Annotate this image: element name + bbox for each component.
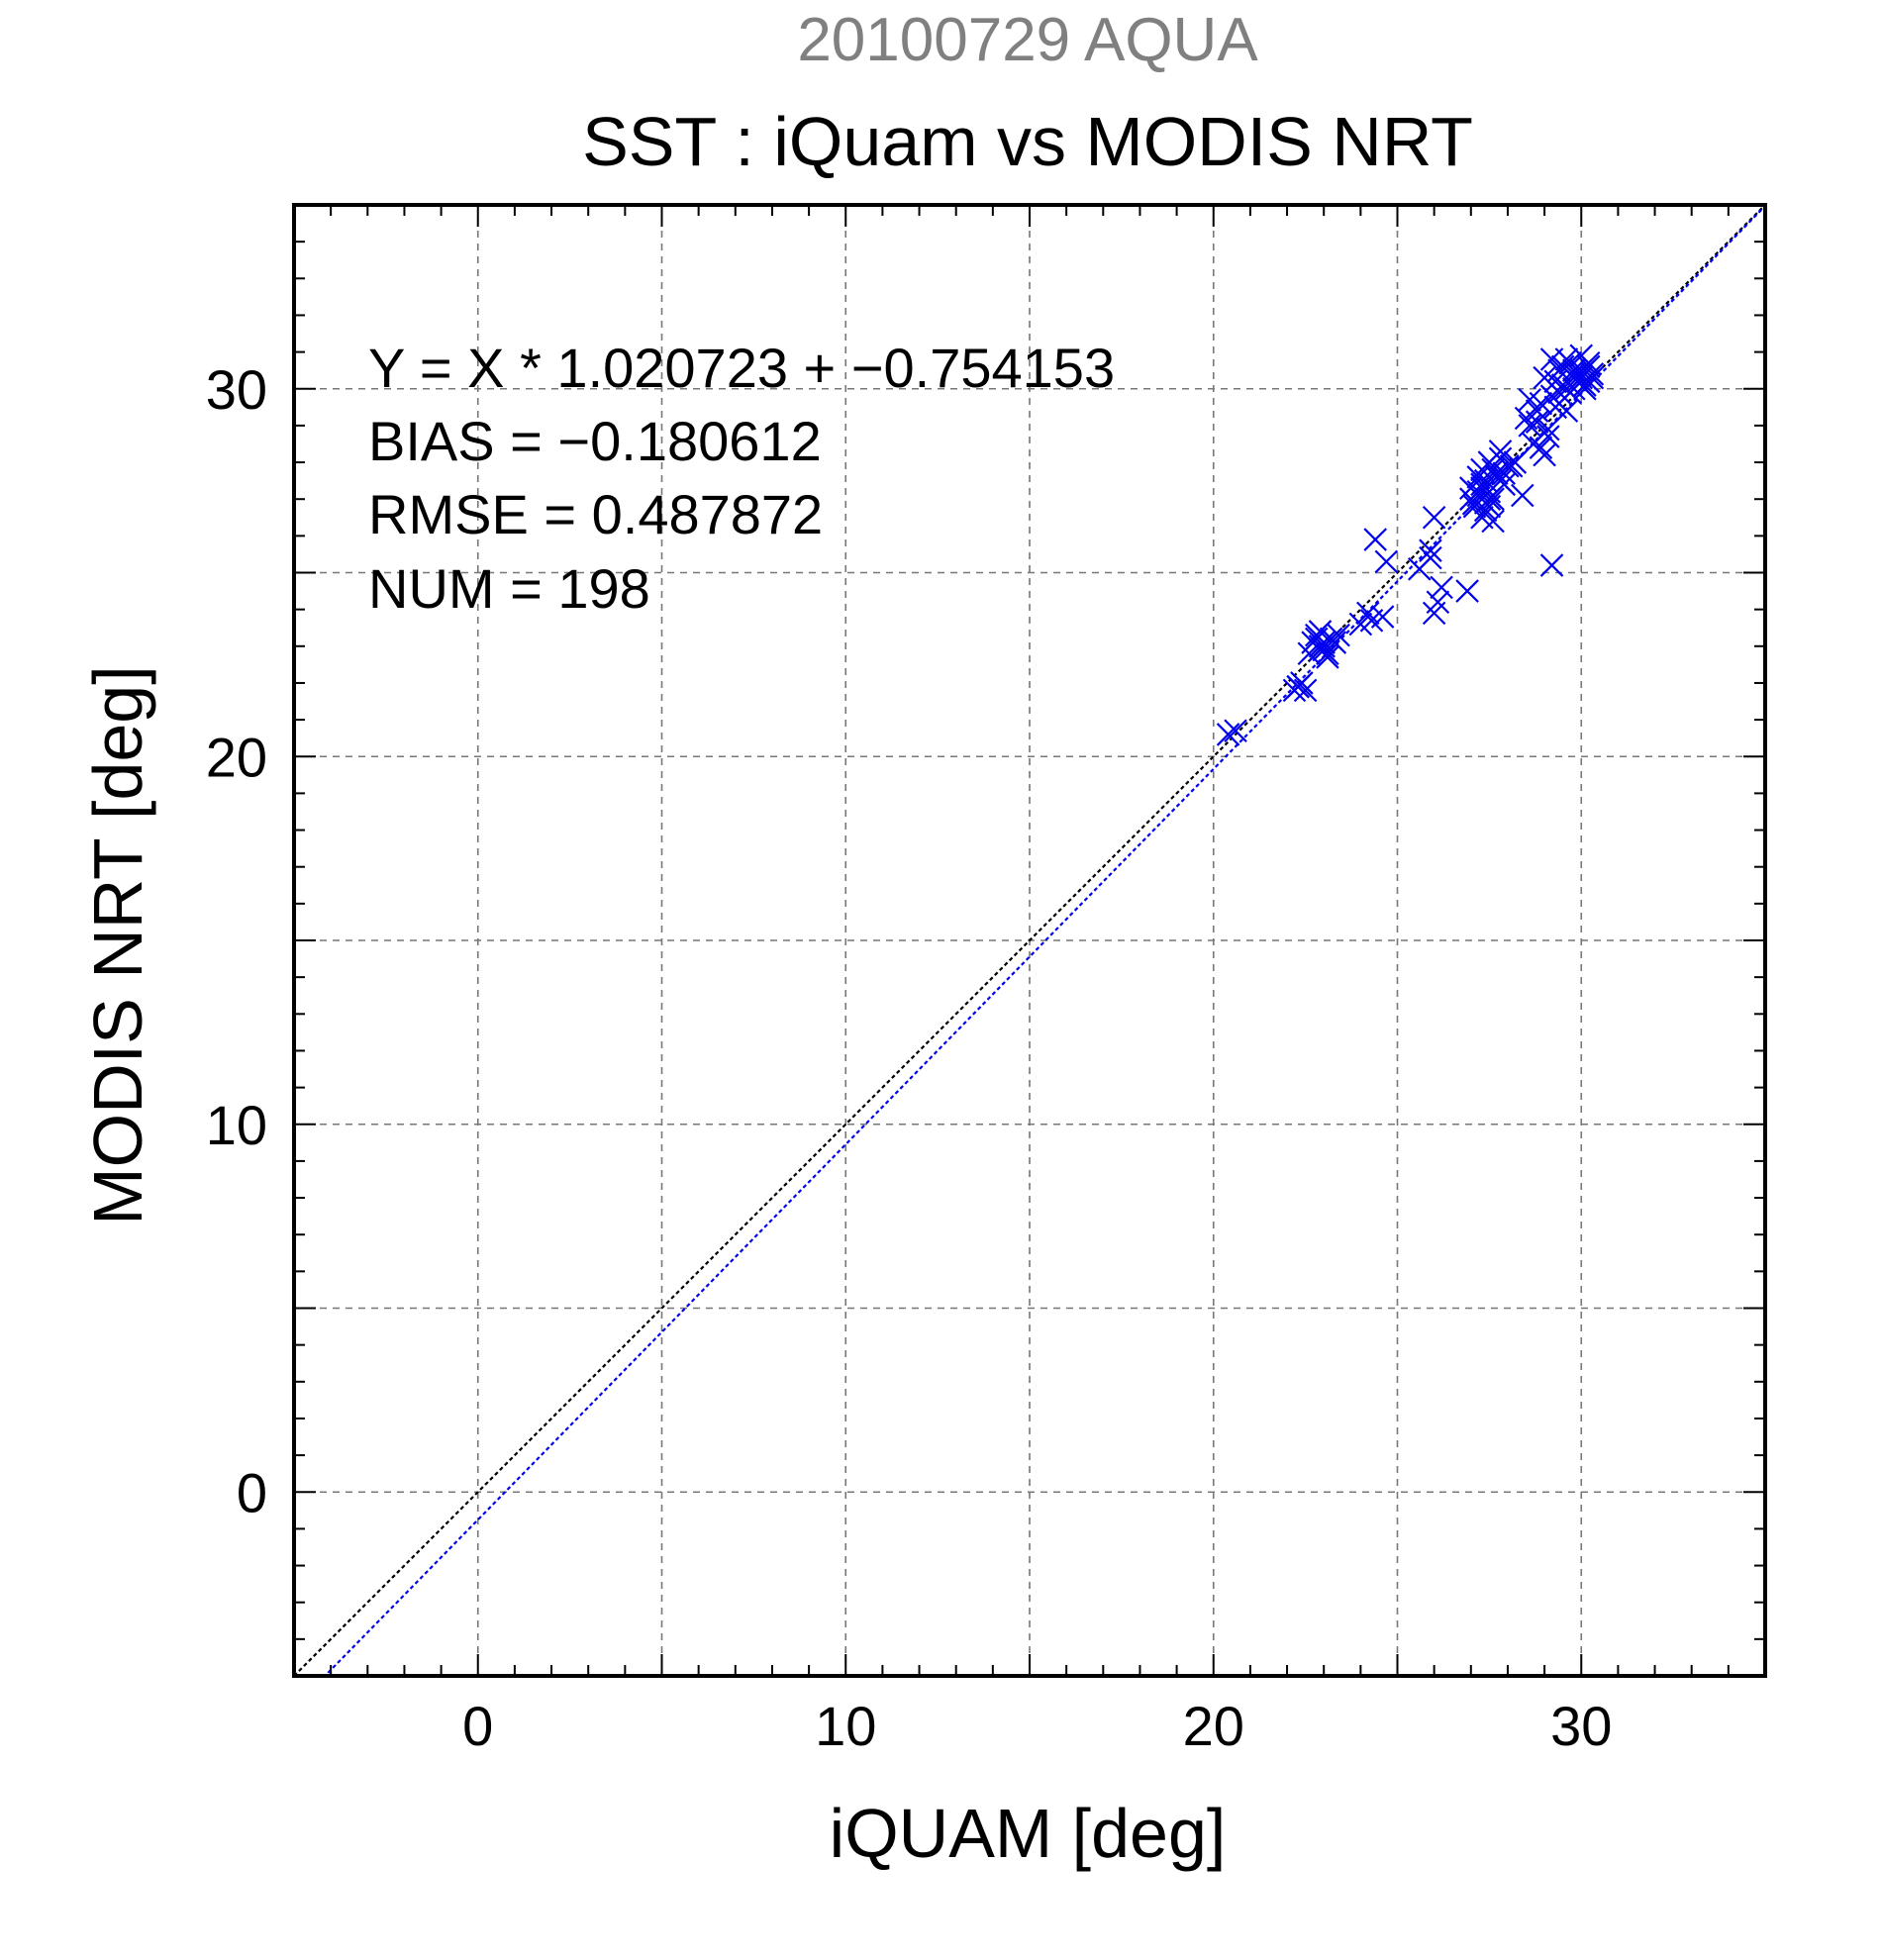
data-point	[1529, 436, 1553, 459]
data-point	[1293, 678, 1318, 703]
y-tick-label: 10	[206, 1094, 267, 1156]
data-point	[1363, 528, 1387, 551]
data-point	[1304, 627, 1329, 651]
data-point	[1539, 553, 1564, 577]
x-tick-label: 10	[815, 1695, 876, 1757]
y-tick-label: 0	[237, 1461, 267, 1523]
data-point	[1470, 505, 1494, 530]
data-point	[1485, 461, 1509, 485]
data-point	[1323, 631, 1347, 654]
data-point	[1511, 483, 1534, 508]
annotation-bias: BIAS = −0.180612	[368, 410, 822, 472]
data-point	[1466, 479, 1491, 504]
data-point	[1419, 539, 1442, 562]
data-points	[1216, 343, 1605, 746]
stats-annotations: Y = X * 1.020723 + −0.754153 BIAS = −0.1…	[368, 337, 1115, 620]
data-point	[1492, 472, 1517, 497]
data-point	[1569, 358, 1594, 382]
data-point	[1430, 575, 1453, 600]
y-axis-label: MODIS NRT [deg]	[79, 665, 156, 1225]
data-point	[1554, 376, 1579, 401]
data-point	[1422, 505, 1446, 530]
y-tick-label: 30	[206, 358, 267, 421]
annotation-regression: Y = X * 1.020723 + −0.754153	[368, 337, 1115, 399]
data-point	[1503, 450, 1528, 474]
data-point	[1533, 442, 1556, 467]
data-point	[1518, 414, 1542, 438]
chart-supertitle: 20100729 AQUA	[797, 6, 1258, 74]
data-point	[1576, 369, 1601, 394]
data-point	[1536, 425, 1560, 448]
data-point	[1562, 362, 1586, 386]
x-tick-label: 30	[1550, 1695, 1612, 1757]
data-point	[1356, 601, 1380, 626]
data-point	[1481, 487, 1505, 511]
data-point	[1286, 674, 1310, 699]
data-point	[1573, 376, 1597, 401]
data-point	[1216, 723, 1240, 746]
data-point	[1312, 637, 1336, 662]
data-point	[1539, 347, 1564, 371]
annotation-rmse: RMSE = 0.487872	[368, 483, 823, 545]
data-point	[1473, 491, 1498, 515]
x-axis-label: iQUAM [deg]	[830, 1795, 1227, 1872]
annotation-num: NUM = 198	[368, 557, 650, 620]
identity-line	[294, 205, 1765, 1676]
data-point	[1224, 719, 1247, 743]
data-point	[1518, 388, 1542, 412]
chart-title: SST : iQuam vs MODIS NRT	[582, 103, 1473, 180]
axis-ticks: 0 10 20 30 0 10 20 30	[206, 204, 1766, 1757]
data-point	[1316, 645, 1339, 669]
x-tick-label: 20	[1183, 1695, 1244, 1757]
data-point	[1419, 545, 1442, 570]
data-point	[1455, 579, 1479, 603]
data-point	[1547, 391, 1571, 416]
data-point	[1359, 609, 1384, 633]
reference-lines	[294, 205, 1765, 1676]
data-point	[1525, 410, 1549, 434]
x-tick-label: 0	[462, 1695, 493, 1757]
data-point	[1422, 601, 1446, 626]
data-point	[1536, 417, 1560, 441]
regression-fit-line	[323, 205, 1765, 1676]
data-point	[1488, 440, 1513, 463]
data-point	[1374, 549, 1399, 574]
y-tick-label: 20	[206, 726, 267, 788]
